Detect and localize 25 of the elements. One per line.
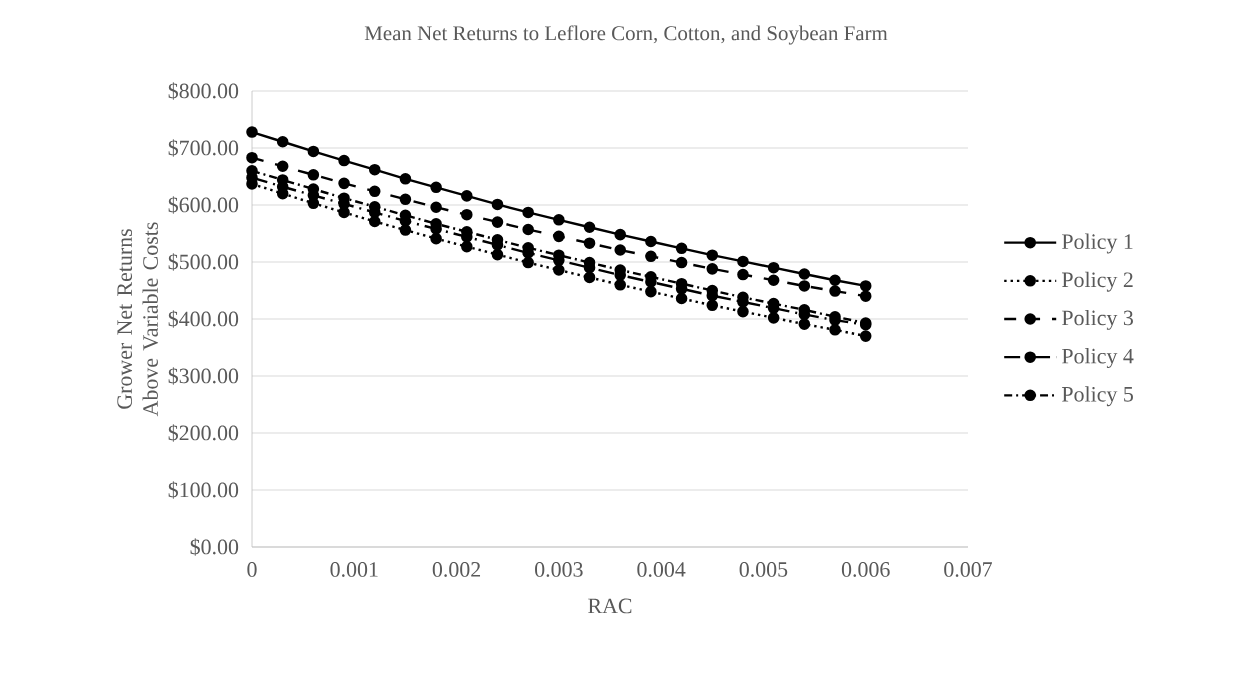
legend-label: Policy 5	[1062, 386, 1133, 407]
y-tick-label: $500.00	[168, 253, 239, 271]
y-axis-title: Grower Net Returns Above Variable Costs	[117, 222, 159, 417]
x-tick-label: 0.005	[739, 562, 788, 577]
x-axis-title: RAC	[588, 598, 632, 614]
y-tick-label: $0.00	[190, 538, 239, 556]
legend-label: Policy 2	[1062, 271, 1133, 292]
legend-label: Policy 4	[1062, 348, 1134, 368]
y-tick-label: $600.00	[168, 196, 239, 214]
y-tick-label: $700.00	[168, 139, 239, 157]
y-tick-label: $200.00	[168, 424, 239, 442]
x-tick-label: 0.006	[841, 562, 890, 577]
x-tick-label: 0.001	[330, 562, 378, 577]
y-tick-label: $300.00	[168, 367, 239, 385]
x-tick-label: 0.003	[535, 562, 583, 577]
y-tick-label: $800.00	[168, 82, 239, 100]
y-tick-label: $100.00	[168, 481, 239, 499]
x-tick-label: 0.004	[637, 562, 686, 577]
x-tick-label: 0.002	[432, 562, 481, 577]
x-tick-label: 0.007	[944, 562, 993, 577]
legend-label: Policy 1	[1062, 233, 1133, 254]
y-tick-label: $400.00	[168, 310, 239, 328]
legend-label: Policy 3	[1062, 309, 1133, 330]
chart-title: Mean Net Returns to Leflore Corn, Cotton, and Soybean Farm	[364, 25, 888, 45]
x-tick-label: 0	[247, 562, 257, 577]
